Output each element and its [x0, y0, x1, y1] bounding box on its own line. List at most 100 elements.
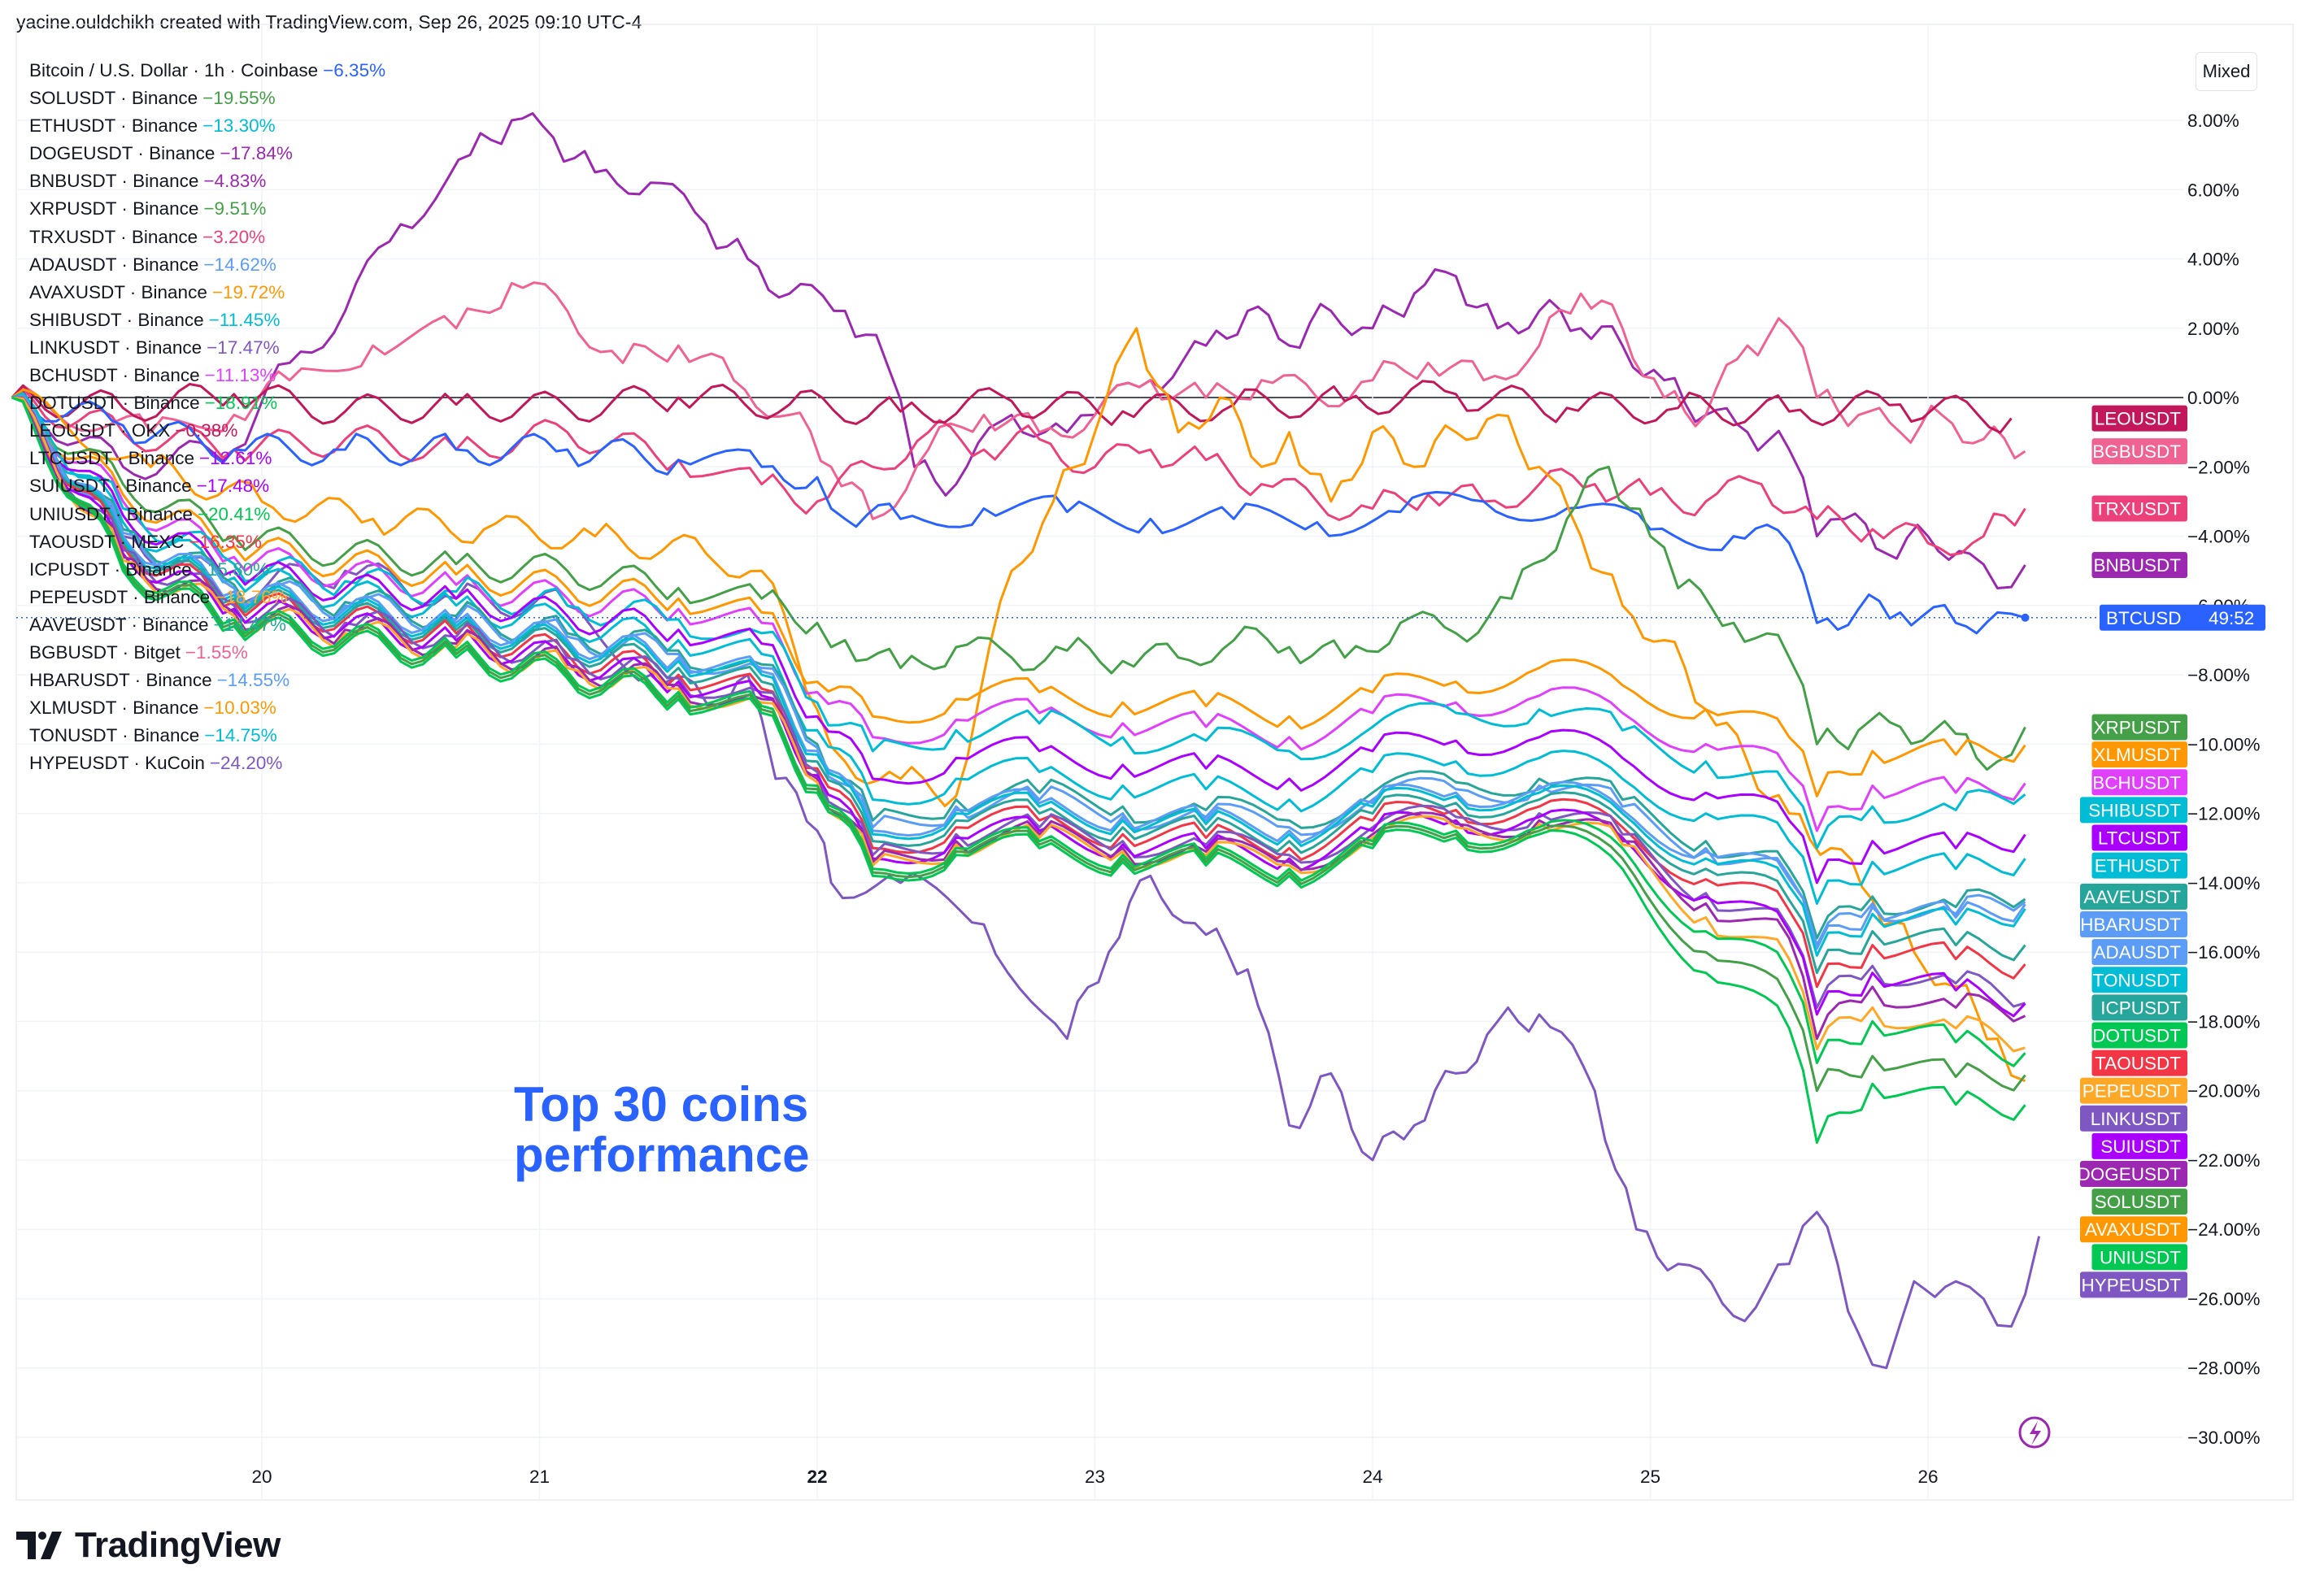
price-badge-xrpusdt: XRPUSDT — [2091, 714, 2187, 741]
x-tick-label: 23 — [1085, 1467, 1105, 1487]
series-group — [11, 112, 2098, 1370]
badge-bg — [2091, 967, 2187, 993]
legend-row[interactable]: PEPEUSDT · Binance −18.76% — [29, 584, 385, 611]
legend-label: LINKUSDT · Binance — [29, 337, 202, 358]
legend-row[interactable]: LEOUSDT · OKX −0.38% — [29, 417, 385, 445]
legend-change: −1.55% — [185, 641, 248, 663]
badge-bg — [2091, 852, 2187, 879]
series-line-bgbusdt[interactable] — [11, 281, 2026, 520]
series-line-trxusdt[interactable] — [11, 386, 2026, 557]
badge-timer: 49:52 — [2209, 608, 2254, 628]
legend-change: −20.41% — [197, 503, 271, 524]
series-line-avaxusdt[interactable] — [11, 327, 2026, 1083]
legend-row[interactable]: ICPUSDT · Binance −15.80% — [29, 556, 385, 584]
legend-row[interactable]: XRPUSDT · Binance −9.51% — [29, 195, 385, 223]
badge-bg — [2091, 438, 2187, 465]
legend-row[interactable]: HYPEUSDT · KuCoin −24.20% — [29, 750, 385, 777]
y-tick-label: 0.00% — [2187, 388, 2239, 408]
series-line-taousdt[interactable] — [11, 396, 2026, 989]
series-line-solusdt[interactable] — [11, 396, 2026, 1093]
legend-row[interactable]: LTCUSDT · Binance −12.61% — [29, 445, 385, 472]
price-badge-uniusdt: UNIUSDT — [2091, 1244, 2187, 1271]
legend-change: −15.80% — [196, 558, 270, 580]
series-line-leousdt[interactable] — [11, 380, 2013, 434]
legend-row[interactable]: Bitcoin / U.S. Dollar · 1h · Coinbase −6.… — [29, 57, 385, 85]
legend: Bitcoin / U.S. Dollar · 1h · Coinbase −6.… — [29, 57, 385, 777]
y-tick-label: −22.00% — [2187, 1150, 2260, 1171]
legend-change: −16.35% — [189, 531, 262, 552]
y-tick-label: 8.00% — [2187, 111, 2239, 131]
legend-label: SHIBUSDT · Binance — [29, 309, 204, 330]
legend-row[interactable]: LINKUSDT · Binance −17.47% — [29, 334, 385, 362]
series-line-adausdt[interactable] — [11, 396, 2026, 950]
btc-last-price-dot — [2021, 613, 2030, 622]
series-line-uniusdt[interactable] — [11, 396, 2026, 1145]
legend-row[interactable]: XLMUSDT · Binance −10.03% — [29, 694, 385, 722]
legend-row[interactable]: AAVEUSDT · Binance −14.47% — [29, 611, 385, 639]
series-line-btcusd[interactable] — [11, 396, 2026, 635]
legend-change: −14.75% — [204, 725, 277, 746]
series-line-dogeusdt[interactable] — [11, 396, 2026, 1041]
badge-label: BTCUSD — [2106, 608, 2182, 628]
badge-label: DOTUSDT — [2092, 1025, 2181, 1045]
legend-row[interactable]: TONUSDT · Binance −14.75% — [29, 722, 385, 750]
legend-row[interactable]: HBARUSDT · Binance −14.55% — [29, 667, 385, 694]
badge-bg — [2091, 1050, 2187, 1076]
badge-bg — [2080, 797, 2187, 824]
series-line-shibusdt[interactable] — [11, 392, 2026, 850]
lightning-icon[interactable] — [2018, 1416, 2051, 1449]
legend-label: SUIUSDT · Binance — [29, 476, 192, 497]
series-line-xlmusdt[interactable] — [11, 393, 2026, 798]
series-line-tonusdt[interactable] — [11, 396, 2026, 957]
legend-row[interactable]: UNIUSDT · Binance −20.41% — [29, 501, 385, 528]
scale-mode-button[interactable]: Mixed — [2196, 52, 2257, 91]
series-line-ethusdt[interactable] — [11, 395, 2026, 905]
series-line-suiusdt[interactable] — [11, 396, 2026, 1018]
legend-change: −11.13% — [204, 365, 276, 386]
badge-bg — [2091, 714, 2187, 741]
badge-label: AAVEUSDT — [2083, 887, 2181, 907]
series-line-xrpusdt[interactable] — [11, 392, 2026, 771]
badge-label: LEOUSDT — [2095, 409, 2182, 429]
legend-row[interactable]: SUIUSDT · Binance −17.48% — [29, 472, 385, 500]
series-line-dotusdt[interactable] — [11, 396, 2026, 1067]
legend-row[interactable]: ADAUSDT · Binance −14.62% — [29, 251, 385, 279]
legend-row[interactable]: SOLUSDT · Binance −19.55% — [29, 85, 385, 112]
legend-row[interactable]: DOGEUSDT · Binance −17.84% — [29, 140, 385, 167]
legend-row[interactable]: TRXUSDT · Binance −3.20% — [29, 224, 385, 251]
y-tick-label: −4.00% — [2187, 527, 2250, 547]
price-badge-suiusdt: SUIUSDT — [2091, 1132, 2187, 1159]
legend-row[interactable]: SHIBUSDT · Binance −11.45% — [29, 306, 385, 334]
legend-row[interactable]: BNBUSDT · Binance −4.83% — [29, 167, 385, 195]
badge-bg — [2080, 1216, 2187, 1243]
series-line-icpusdt[interactable] — [11, 396, 2026, 975]
series-line-bnbusdt[interactable] — [11, 112, 2026, 589]
price-badge-bchusdt: BCHUSDT — [2091, 769, 2187, 796]
series-line-bchusdt[interactable] — [11, 393, 2026, 832]
badge-label: UNIUSDT — [2100, 1247, 2181, 1267]
legend-label: Bitcoin / U.S. Dollar · 1h · Coinbase — [29, 60, 319, 80]
y-axis: 8.00%6.00%4.00%2.00%0.00%−2.00%−4.00%−6.… — [2187, 111, 2260, 1448]
chart-frame — [15, 24, 2294, 1501]
legend-label: PEPEUSDT · Binance — [29, 586, 211, 607]
legend-row[interactable]: AVAXUSDT · Binance −19.72% — [29, 279, 385, 306]
x-tick-label: 21 — [529, 1467, 550, 1487]
price-badge-bgbusdt: BGBUSDT — [2091, 438, 2187, 465]
legend-row[interactable]: TAOUSDT · MEXC −16.35% — [29, 528, 385, 556]
legend-row[interactable]: BCHUSDT · Binance −11.13% — [29, 362, 385, 389]
legend-change: −3.20% — [202, 226, 266, 247]
legend-change: −0.38% — [175, 420, 238, 441]
price-badge-aaveusdt: AAVEUSDT — [2080, 883, 2187, 910]
legend-row[interactable]: DOTUSDT · Binance −18.91% — [29, 389, 385, 417]
series-line-aaveusdt[interactable] — [11, 394, 2026, 940]
legend-label: TAOUSDT · MEXC — [29, 531, 185, 552]
badge-label: XLMUSDT — [2093, 745, 2181, 765]
y-tick-label: 4.00% — [2187, 250, 2239, 270]
badge-label: ICPUSDT — [2100, 997, 2181, 1018]
legend-row[interactable]: BGBUSDT · Bitget −1.55% — [29, 639, 385, 667]
legend-row[interactable]: ETHUSDT · Binance −13.30% — [29, 112, 385, 140]
series-line-ltcusdt[interactable] — [11, 395, 2026, 884]
badge-bg — [2091, 769, 2187, 796]
tradingview-logo[interactable]: TradingView — [16, 1525, 281, 1566]
